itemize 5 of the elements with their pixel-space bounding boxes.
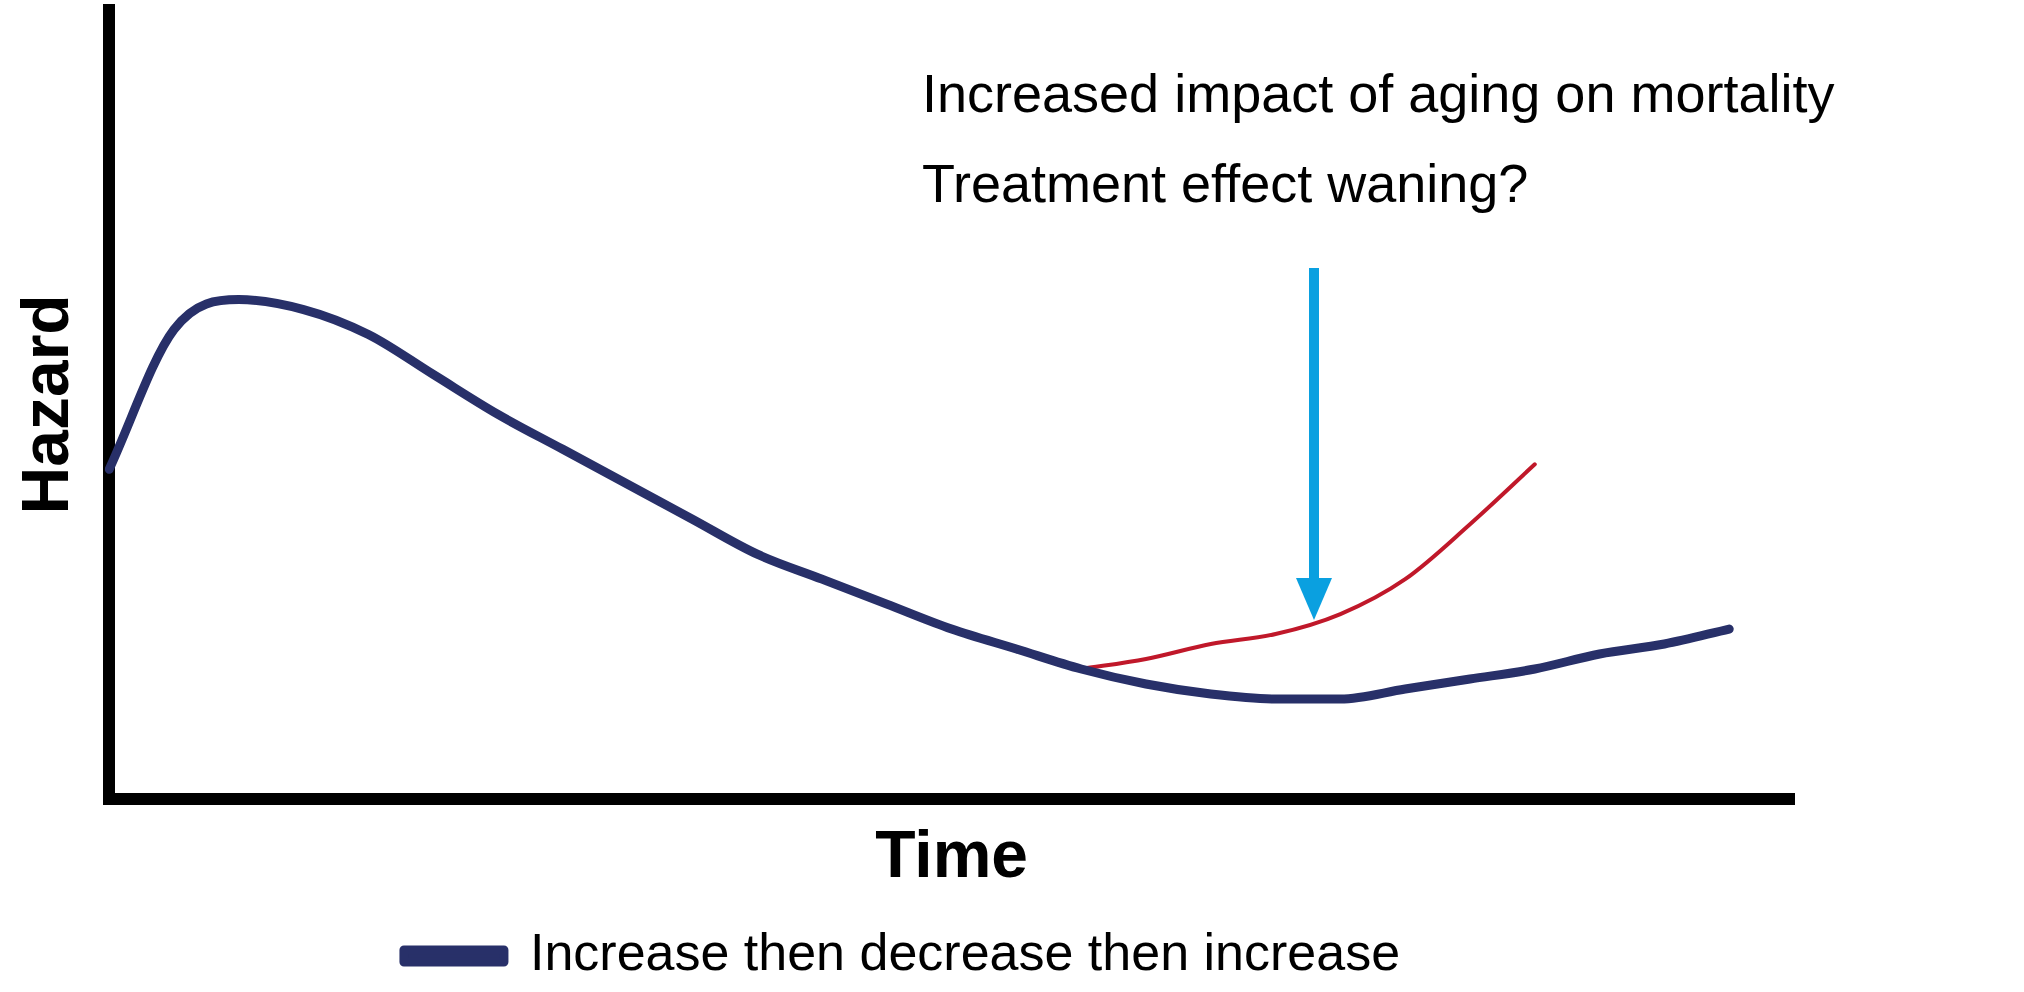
text: Increased impact of aging on mortality [922,63,1835,123]
x-axis-title: Time [875,816,1029,891]
legend-label: Increase then decrease then increase [529,923,1401,982]
y-axis-title: Hazard [7,294,82,515]
text: Treatment effect waning? [922,153,1529,213]
